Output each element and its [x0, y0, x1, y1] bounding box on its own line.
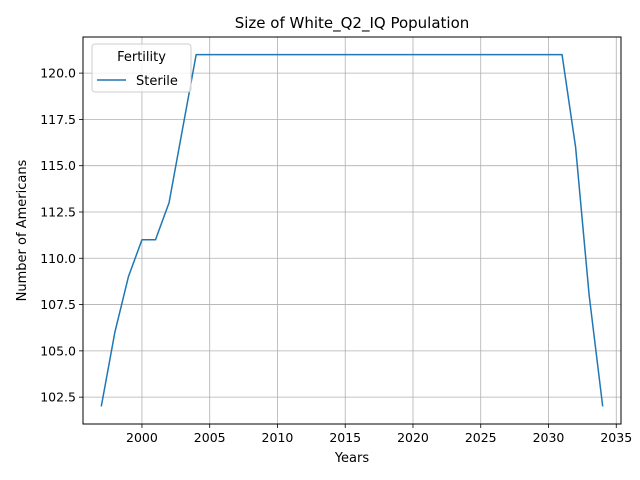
series-line-sterile — [100, 53, 604, 407]
legend-title: Fertility — [117, 50, 166, 65]
x-tick-label: 2000 — [126, 430, 158, 445]
y-tick-label: 120.0 — [40, 66, 76, 81]
x-tick-label: 2030 — [533, 430, 565, 445]
y-axis-title: Number of Americans — [15, 159, 30, 301]
y-tick-label: 110.0 — [40, 251, 76, 266]
grid — [83, 37, 621, 424]
x-tick-label: 2025 — [465, 430, 497, 445]
legend: Fertility Sterile — [91, 43, 192, 93]
x-axis-title: Years — [334, 451, 370, 466]
chart-title: Size of White_Q2_IQ Population — [235, 14, 470, 33]
y-tick-label: 105.0 — [40, 343, 76, 358]
x-tick-label: 2005 — [194, 430, 226, 445]
legend-label-sterile: Sterile — [136, 74, 178, 89]
x-tick-label: 2015 — [329, 430, 361, 445]
x-axis-ticks: 2000 2005 2010 2015 2020 2025 2030 2035 — [126, 424, 632, 445]
x-tick-label: 2020 — [397, 430, 429, 445]
y-tick-label: 115.0 — [40, 158, 76, 173]
y-axis-ticks: 102.5 105.0 107.5 110.0 112.5 115.0 117.5 120.0 — [40, 66, 83, 405]
x-tick-label: 2035 — [600, 430, 632, 445]
y-tick-label: 112.5 — [40, 204, 76, 219]
plot-frame — [82, 36, 622, 425]
series-layer — [100, 53, 604, 407]
y-tick-label: 117.5 — [40, 112, 76, 127]
y-tick-label: 107.5 — [40, 297, 76, 312]
y-tick-label: 102.5 — [40, 390, 76, 405]
x-tick-label: 2010 — [262, 430, 294, 445]
